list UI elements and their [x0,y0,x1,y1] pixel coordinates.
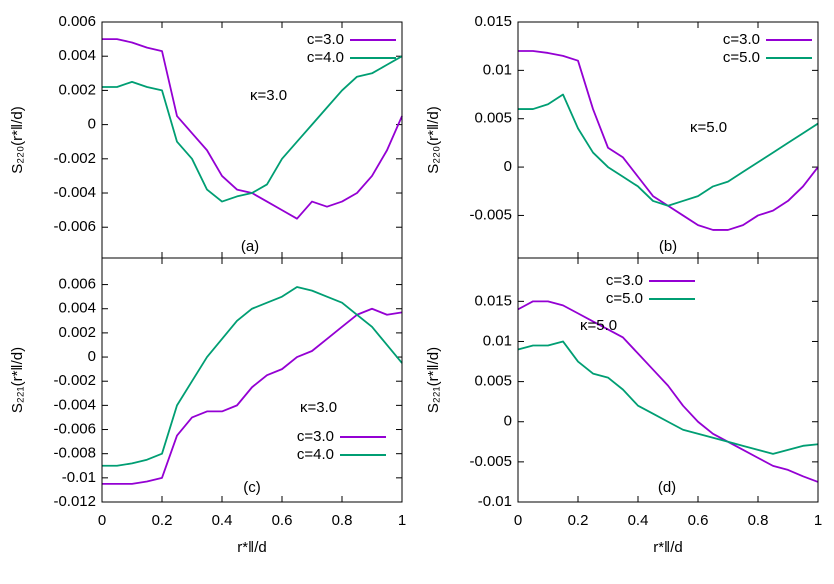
panel: -0.012 -0.01 -0.008 -0.006 -0.004 -0.002 0 0.00… [9,257,406,556]
y-axis-label: S₂₂₁(r*‖/d) [425,347,442,413]
panel-label: (b) [659,238,677,255]
x-tick-label: 0 [514,512,522,529]
y-tick-label: 0.01 [483,61,512,78]
y-tick-label: -0.002 [53,372,96,389]
x-axis-label: r*‖/d [653,539,683,556]
legend-label: c=3.0 [307,31,344,48]
panel-label: (d) [658,479,676,496]
panel-label: (c) [243,479,261,496]
plot-frame [517,257,819,503]
annotation: κ=5.0 [580,317,617,334]
data-line [102,286,403,467]
y-tick-label: -0.01 [62,469,96,486]
y-tick-label: -0.01 [478,493,512,510]
y-tick-label: 0.006 [58,13,96,30]
x-tick-label: 0.2 [152,512,173,529]
x-tick-label: 0.8 [332,512,353,529]
legend-label: c=5.0 [723,49,760,66]
x-tick-label: 1 [398,512,406,529]
y-tick-label: 0 [504,158,512,175]
data-line [518,50,819,231]
y-tick-label: -0.002 [53,150,96,167]
y-tick-label: 0.015 [474,292,512,309]
panel: -0.005 0 0.005 0.01 0.015 c=3.0c=5.0 κ=5.0 (b) S… [425,13,819,259]
x-tick-label: 0.2 [568,512,589,529]
annotation: κ=5.0 [690,119,727,136]
annotation: κ=3.0 [250,87,287,104]
y-tick-label: 0 [88,348,96,365]
y-tick-label: -0.005 [469,453,512,470]
y-tick-label: -0.012 [53,493,96,510]
panel: -0.01 -0.005 0 0.005 0.01 0.015 0 0.2 0.4 0.6 0.8 1… [425,257,822,556]
legend-label: c=3.0 [606,272,643,289]
y-tick-label: 0.002 [58,324,96,341]
y-tick-label: 0.015 [474,13,512,30]
y-axis-label: S₂₂₀(r*‖/d) [9,106,26,173]
plot-frame [101,257,403,503]
legend-label: c=5.0 [606,290,643,307]
data-line [518,93,819,207]
y-tick-label: 0.005 [474,373,512,390]
x-tick-label: 0.6 [272,512,293,529]
y-tick-label: 0.004 [58,300,96,317]
data-line [517,300,819,483]
y-tick-label: 0.006 [58,276,96,293]
legend-label: c=3.0 [297,428,334,445]
data-line [102,38,403,220]
data-line [102,307,403,485]
y-tick-label: -0.005 [469,206,512,223]
y-tick-label: 0 [504,413,512,430]
y-axis-label: S₂₂₁(r*‖/d) [9,347,26,413]
y-tick-label: -0.004 [53,396,96,413]
panel: -0.006 -0.004 -0.002 0 0.002 0.004 0.006 c=3.0c… [9,13,403,259]
data-line [102,55,403,203]
y-tick-label: 0.002 [58,81,96,98]
annotation: κ=3.0 [300,399,337,416]
panel-label: (a) [241,238,259,255]
data-line [517,340,819,455]
y-tick-label: -0.006 [53,420,96,437]
legend-label: c=4.0 [297,446,334,463]
x-tick-label: 0.8 [748,512,769,529]
legend-label: c=4.0 [307,49,344,66]
y-tick-label: -0.004 [53,184,96,201]
y-tick-label: 0 [88,116,96,133]
x-axis-label: r*‖/d [237,539,267,556]
y-tick-label: -0.008 [53,445,96,462]
y-tick-label: 0.005 [474,110,512,127]
x-tick-label: 0.4 [628,512,649,529]
x-tick-label: 0.4 [212,512,233,529]
y-axis-label: S₂₂₀(r*‖/d) [425,106,442,173]
legend-label: c=3.0 [723,31,760,48]
x-tick-label: 0 [98,512,106,529]
x-tick-label: 1 [814,512,822,529]
x-tick-label: 0.6 [688,512,709,529]
y-tick-label: 0.004 [58,47,96,64]
y-tick-label: 0.01 [483,332,512,349]
y-tick-label: -0.006 [53,218,96,235]
